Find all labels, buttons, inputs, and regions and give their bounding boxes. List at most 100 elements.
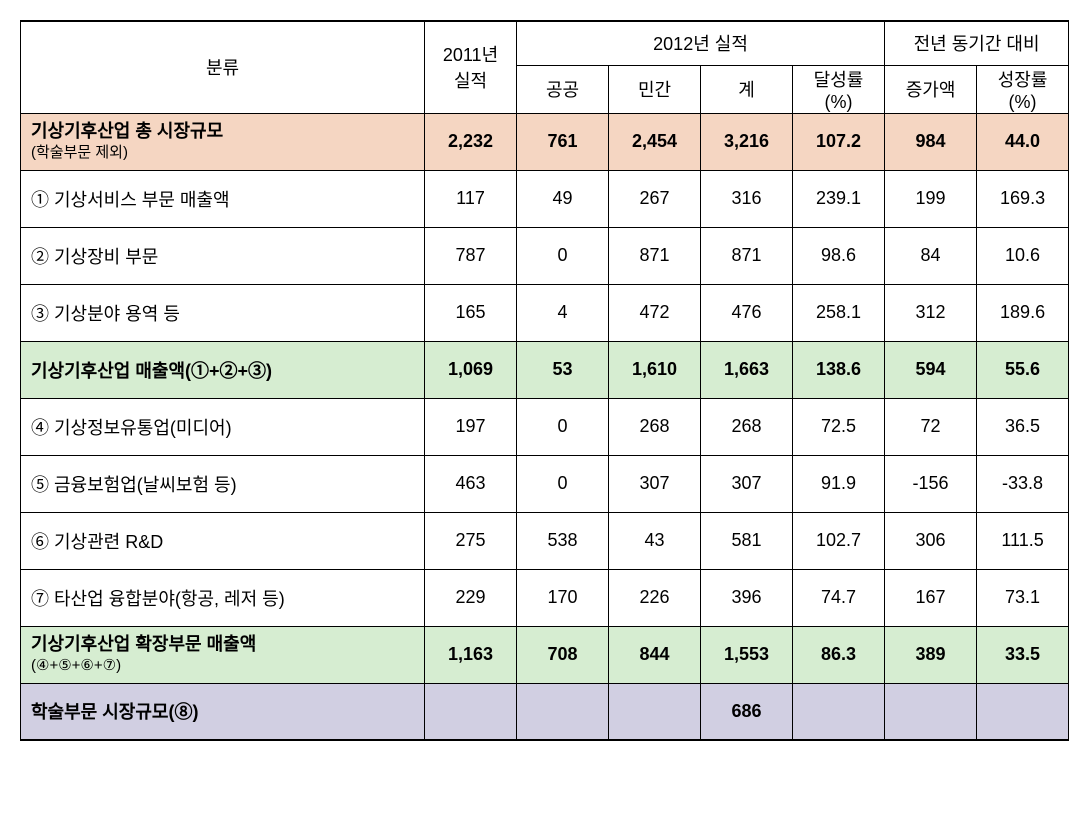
table-row: ④ 기상정보유통업(미디어)197026826872.57236.5 xyxy=(21,398,1069,455)
data-cell-private: 1,610 xyxy=(609,341,701,398)
data-cell-increase: 306 xyxy=(885,512,977,569)
table-row: ⑦ 타산업 융합분야(항공, 레저 등)22917022639674.71677… xyxy=(21,569,1069,626)
data-cell-achievement: 91.9 xyxy=(793,455,885,512)
data-cell-increase: 199 xyxy=(885,170,977,227)
table-row: 기상기후산업 매출액(①+②+③)1,069531,6101,663138.65… xyxy=(21,341,1069,398)
data-cell-y2011 xyxy=(425,683,517,740)
category-cell: 기상기후산업 매출액(①+②+③) xyxy=(21,341,425,398)
data-cell-total: 581 xyxy=(701,512,793,569)
data-cell-y2011: 2,232 xyxy=(425,113,517,170)
data-cell-private: 307 xyxy=(609,455,701,512)
table-body: 기상기후산업 총 시장규모(학술부문 제외)2,2327612,4543,216… xyxy=(21,113,1069,740)
data-cell-private: 871 xyxy=(609,227,701,284)
data-cell-achievement: 72.5 xyxy=(793,398,885,455)
data-cell-total: 316 xyxy=(701,170,793,227)
data-cell-public: 0 xyxy=(517,227,609,284)
data-table: 분류 2011년 실적 2012년 실적 전년 동기간 대비 공공 민간 계 달… xyxy=(20,20,1069,741)
data-cell-achievement: 86.3 xyxy=(793,626,885,683)
category-cell: ⑦ 타산업 융합분야(항공, 레저 등) xyxy=(21,569,425,626)
data-cell-private: 267 xyxy=(609,170,701,227)
data-cell-y2011: 117 xyxy=(425,170,517,227)
data-cell-total: 871 xyxy=(701,227,793,284)
data-cell-increase: 389 xyxy=(885,626,977,683)
data-cell-growth: 111.5 xyxy=(977,512,1069,569)
data-cell-total: 1,663 xyxy=(701,341,793,398)
data-cell-growth: 73.1 xyxy=(977,569,1069,626)
header-total: 계 xyxy=(701,65,793,113)
header-private: 민간 xyxy=(609,65,701,113)
data-cell-private: 43 xyxy=(609,512,701,569)
category-cell: 학술부문 시장규모(⑧) xyxy=(21,683,425,740)
data-cell-public: 538 xyxy=(517,512,609,569)
data-cell-public: 170 xyxy=(517,569,609,626)
header-public: 공공 xyxy=(517,65,609,113)
data-cell-total: 307 xyxy=(701,455,793,512)
data-cell-private: 2,454 xyxy=(609,113,701,170)
table-row: 기상기후산업 총 시장규모(학술부문 제외)2,2327612,4543,216… xyxy=(21,113,1069,170)
category-cell: ④ 기상정보유통업(미디어) xyxy=(21,398,425,455)
data-cell-private: 268 xyxy=(609,398,701,455)
data-cell-total: 396 xyxy=(701,569,793,626)
data-cell-achievement: 74.7 xyxy=(793,569,885,626)
data-cell-public: 0 xyxy=(517,398,609,455)
category-cell: ② 기상장비 부문 xyxy=(21,227,425,284)
category-label-main: 기상기후산업 총 시장규모 xyxy=(31,120,424,143)
data-cell-growth: 36.5 xyxy=(977,398,1069,455)
data-cell-achievement: 239.1 xyxy=(793,170,885,227)
table-row: ③ 기상분야 용역 등1654472476258.1312189.6 xyxy=(21,284,1069,341)
table-row: ① 기상서비스 부문 매출액11749267316239.1199169.3 xyxy=(21,170,1069,227)
table-row: ⑥ 기상관련 R&D27553843581102.7306111.5 xyxy=(21,512,1069,569)
data-cell-public: 53 xyxy=(517,341,609,398)
data-cell-y2011: 165 xyxy=(425,284,517,341)
data-cell-achievement: 138.6 xyxy=(793,341,885,398)
category-cell: ① 기상서비스 부문 매출액 xyxy=(21,170,425,227)
header-increase: 증가액 xyxy=(885,65,977,113)
data-cell-increase: 167 xyxy=(885,569,977,626)
data-cell-total: 3,216 xyxy=(701,113,793,170)
data-cell-growth: 189.6 xyxy=(977,284,1069,341)
data-cell-total: 476 xyxy=(701,284,793,341)
table-row: 기상기후산업 확장부문 매출액(④+⑤+⑥+⑦)1,1637088441,553… xyxy=(21,626,1069,683)
data-cell-public: 761 xyxy=(517,113,609,170)
header-achievement: 달성률 (%) xyxy=(793,65,885,113)
data-cell-increase: -156 xyxy=(885,455,977,512)
data-cell-achievement: 102.7 xyxy=(793,512,885,569)
table-row: ⑤ 금융보험업(날씨보험 등)463030730791.9-156-33.8 xyxy=(21,455,1069,512)
data-cell-growth: 55.6 xyxy=(977,341,1069,398)
table-header: 분류 2011년 실적 2012년 실적 전년 동기간 대비 공공 민간 계 달… xyxy=(21,21,1069,113)
header-growth: 성장률 (%) xyxy=(977,65,1069,113)
category-label-sub: (학술부문 제외) xyxy=(31,143,424,163)
header-2012-group: 2012년 실적 xyxy=(517,21,885,65)
data-cell-y2011: 1,069 xyxy=(425,341,517,398)
data-cell-increase: 594 xyxy=(885,341,977,398)
data-cell-private: 472 xyxy=(609,284,701,341)
header-yoy-group: 전년 동기간 대비 xyxy=(885,21,1069,65)
data-cell-y2011: 1,163 xyxy=(425,626,517,683)
data-cell-growth: 10.6 xyxy=(977,227,1069,284)
data-cell-increase: 84 xyxy=(885,227,977,284)
data-cell-private xyxy=(609,683,701,740)
data-cell-increase: 984 xyxy=(885,113,977,170)
data-cell-public: 708 xyxy=(517,626,609,683)
data-cell-increase: 72 xyxy=(885,398,977,455)
category-label-main: 기상기후산업 확장부문 매출액 xyxy=(31,633,424,656)
data-cell-total: 268 xyxy=(701,398,793,455)
data-cell-public: 0 xyxy=(517,455,609,512)
data-cell-public xyxy=(517,683,609,740)
category-cell: 기상기후산업 확장부문 매출액(④+⑤+⑥+⑦) xyxy=(21,626,425,683)
category-cell: ③ 기상분야 용역 등 xyxy=(21,284,425,341)
table-row: ② 기상장비 부문787087187198.68410.6 xyxy=(21,227,1069,284)
data-cell-growth xyxy=(977,683,1069,740)
data-cell-public: 49 xyxy=(517,170,609,227)
data-cell-achievement xyxy=(793,683,885,740)
data-cell-y2011: 463 xyxy=(425,455,517,512)
data-cell-y2011: 229 xyxy=(425,569,517,626)
category-cell: 기상기후산업 총 시장규모(학술부문 제외) xyxy=(21,113,425,170)
header-category: 분류 xyxy=(21,21,425,113)
data-cell-achievement: 107.2 xyxy=(793,113,885,170)
data-cell-total: 1,553 xyxy=(701,626,793,683)
table-row: 학술부문 시장규모(⑧) 686 xyxy=(21,683,1069,740)
data-cell-growth: 44.0 xyxy=(977,113,1069,170)
category-cell: ⑥ 기상관련 R&D xyxy=(21,512,425,569)
data-cell-total: 686 xyxy=(701,683,793,740)
